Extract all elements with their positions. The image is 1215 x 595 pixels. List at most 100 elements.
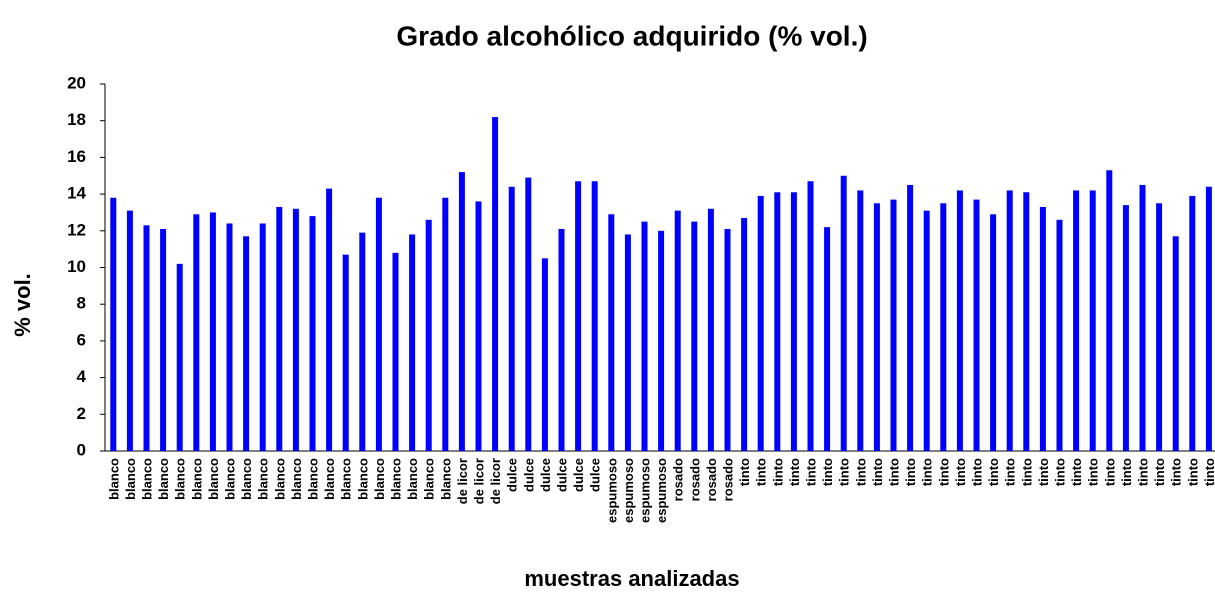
x-tick-label: blanco: [239, 458, 254, 500]
bar: [1172, 236, 1179, 451]
bar: [392, 252, 399, 451]
x-axis-title: muestras analizadas: [524, 566, 739, 591]
y-tick-label: 10: [67, 257, 86, 276]
x-tick-label: tinto: [1069, 458, 1084, 486]
bar: [226, 223, 233, 451]
x-tick-label: tinto: [1202, 458, 1215, 486]
bar: [1056, 219, 1063, 451]
bar: [326, 188, 333, 451]
bar: [342, 254, 349, 451]
bar: [1006, 190, 1013, 451]
bar: [359, 232, 366, 451]
bar: [575, 181, 582, 451]
bar: [624, 234, 631, 451]
x-tick-label: de licor: [488, 458, 503, 504]
bar: [956, 190, 963, 451]
bar: [873, 203, 880, 451]
x-tick-label: blanco: [189, 458, 204, 500]
bar: [691, 221, 698, 451]
x-tick-label: blanco: [206, 458, 221, 500]
bar: [259, 223, 266, 451]
x-tick-label: rosado: [704, 458, 719, 501]
bar: [309, 216, 316, 451]
x-tick-label: blanco: [272, 458, 287, 500]
x-tick-label: tinto: [853, 458, 868, 486]
y-tick-label: 20: [67, 73, 86, 92]
x-tick-label: blanco: [405, 458, 420, 500]
x-tick-label: tinto: [920, 458, 935, 486]
x-tick-label: tinto: [870, 458, 885, 486]
bar: [1023, 192, 1030, 451]
bar: [1189, 195, 1196, 451]
x-tick-label: tinto: [837, 458, 852, 486]
x-tick-label: tinto: [1152, 458, 1167, 486]
y-tick-label: 12: [67, 220, 86, 239]
bar: [176, 263, 183, 451]
bar: [110, 197, 117, 451]
bar: [243, 236, 250, 451]
bar: [209, 212, 216, 451]
x-tick-label: blanco: [123, 458, 138, 500]
bar: [425, 219, 432, 451]
y-axis-title: % vol.: [10, 273, 35, 337]
x-tick-label: tinto: [1036, 458, 1051, 486]
x-tick-label: tinto: [1019, 458, 1034, 486]
bar: [641, 221, 648, 451]
bar: [1139, 184, 1146, 452]
bar: [492, 117, 499, 451]
x-tick-label: dulce: [555, 458, 570, 492]
x-tick-label: tinto: [1053, 458, 1068, 486]
bar: [807, 181, 814, 451]
chart-title: Grado alcohólico adquirido (% vol.): [396, 20, 867, 51]
x-tick-label: tinto: [986, 458, 1001, 486]
bar: [475, 201, 482, 451]
bar: [1039, 206, 1046, 451]
x-tick-label: blanco: [223, 458, 238, 500]
bar: [292, 208, 299, 451]
x-tick-label: tinto: [754, 458, 769, 486]
x-tick-label: espumoso: [604, 458, 619, 523]
y-tick-label: 8: [77, 294, 86, 313]
x-tick-label: espumoso: [638, 458, 653, 523]
x-tick-label: blanco: [339, 458, 354, 500]
x-tick-label: tinto: [1003, 458, 1018, 486]
x-tick-label: dulce: [538, 458, 553, 492]
y-tick-label: 16: [67, 147, 86, 166]
x-tick-label: espumoso: [621, 458, 636, 523]
bar: [990, 214, 997, 451]
x-tick-label: blanco: [355, 458, 370, 500]
x-tick-label: tinto: [1136, 458, 1151, 486]
bar: [143, 225, 150, 451]
bar: [442, 197, 449, 451]
x-tick-label: rosado: [671, 458, 686, 501]
bar: [674, 210, 681, 451]
x-tick-label: blanco: [173, 458, 188, 500]
x-tick-label: tinto: [1119, 458, 1134, 486]
y-tick-label: 14: [67, 184, 86, 203]
bar: [541, 258, 548, 451]
x-tick-label: dulce: [505, 458, 520, 492]
bar: [658, 230, 665, 451]
x-tick-label: tinto: [770, 458, 785, 486]
bar: [409, 234, 416, 451]
x-tick-label: blanco: [372, 458, 387, 500]
x-tick-label: tinto: [1102, 458, 1117, 486]
x-tick-label: de licor: [472, 458, 487, 504]
x-tick-label: tinto: [903, 458, 918, 486]
y-tick-label: 4: [77, 367, 87, 386]
x-tick-label: tinto: [1086, 458, 1101, 486]
bar: [458, 172, 465, 451]
y-tick-label: 2: [77, 404, 86, 423]
x-tick-label: rosado: [721, 458, 736, 501]
x-tick-label: blanco: [438, 458, 453, 500]
x-tick-label: tinto: [953, 458, 968, 486]
bar: [1106, 170, 1113, 451]
x-tick-label: dulce: [588, 458, 603, 492]
x-tick-label: tinto: [936, 458, 951, 486]
bar: [508, 186, 515, 451]
bar: [193, 214, 200, 451]
y-tick-label: 0: [77, 440, 86, 459]
y-tick-label: 18: [67, 110, 86, 129]
bar: [1089, 190, 1096, 451]
